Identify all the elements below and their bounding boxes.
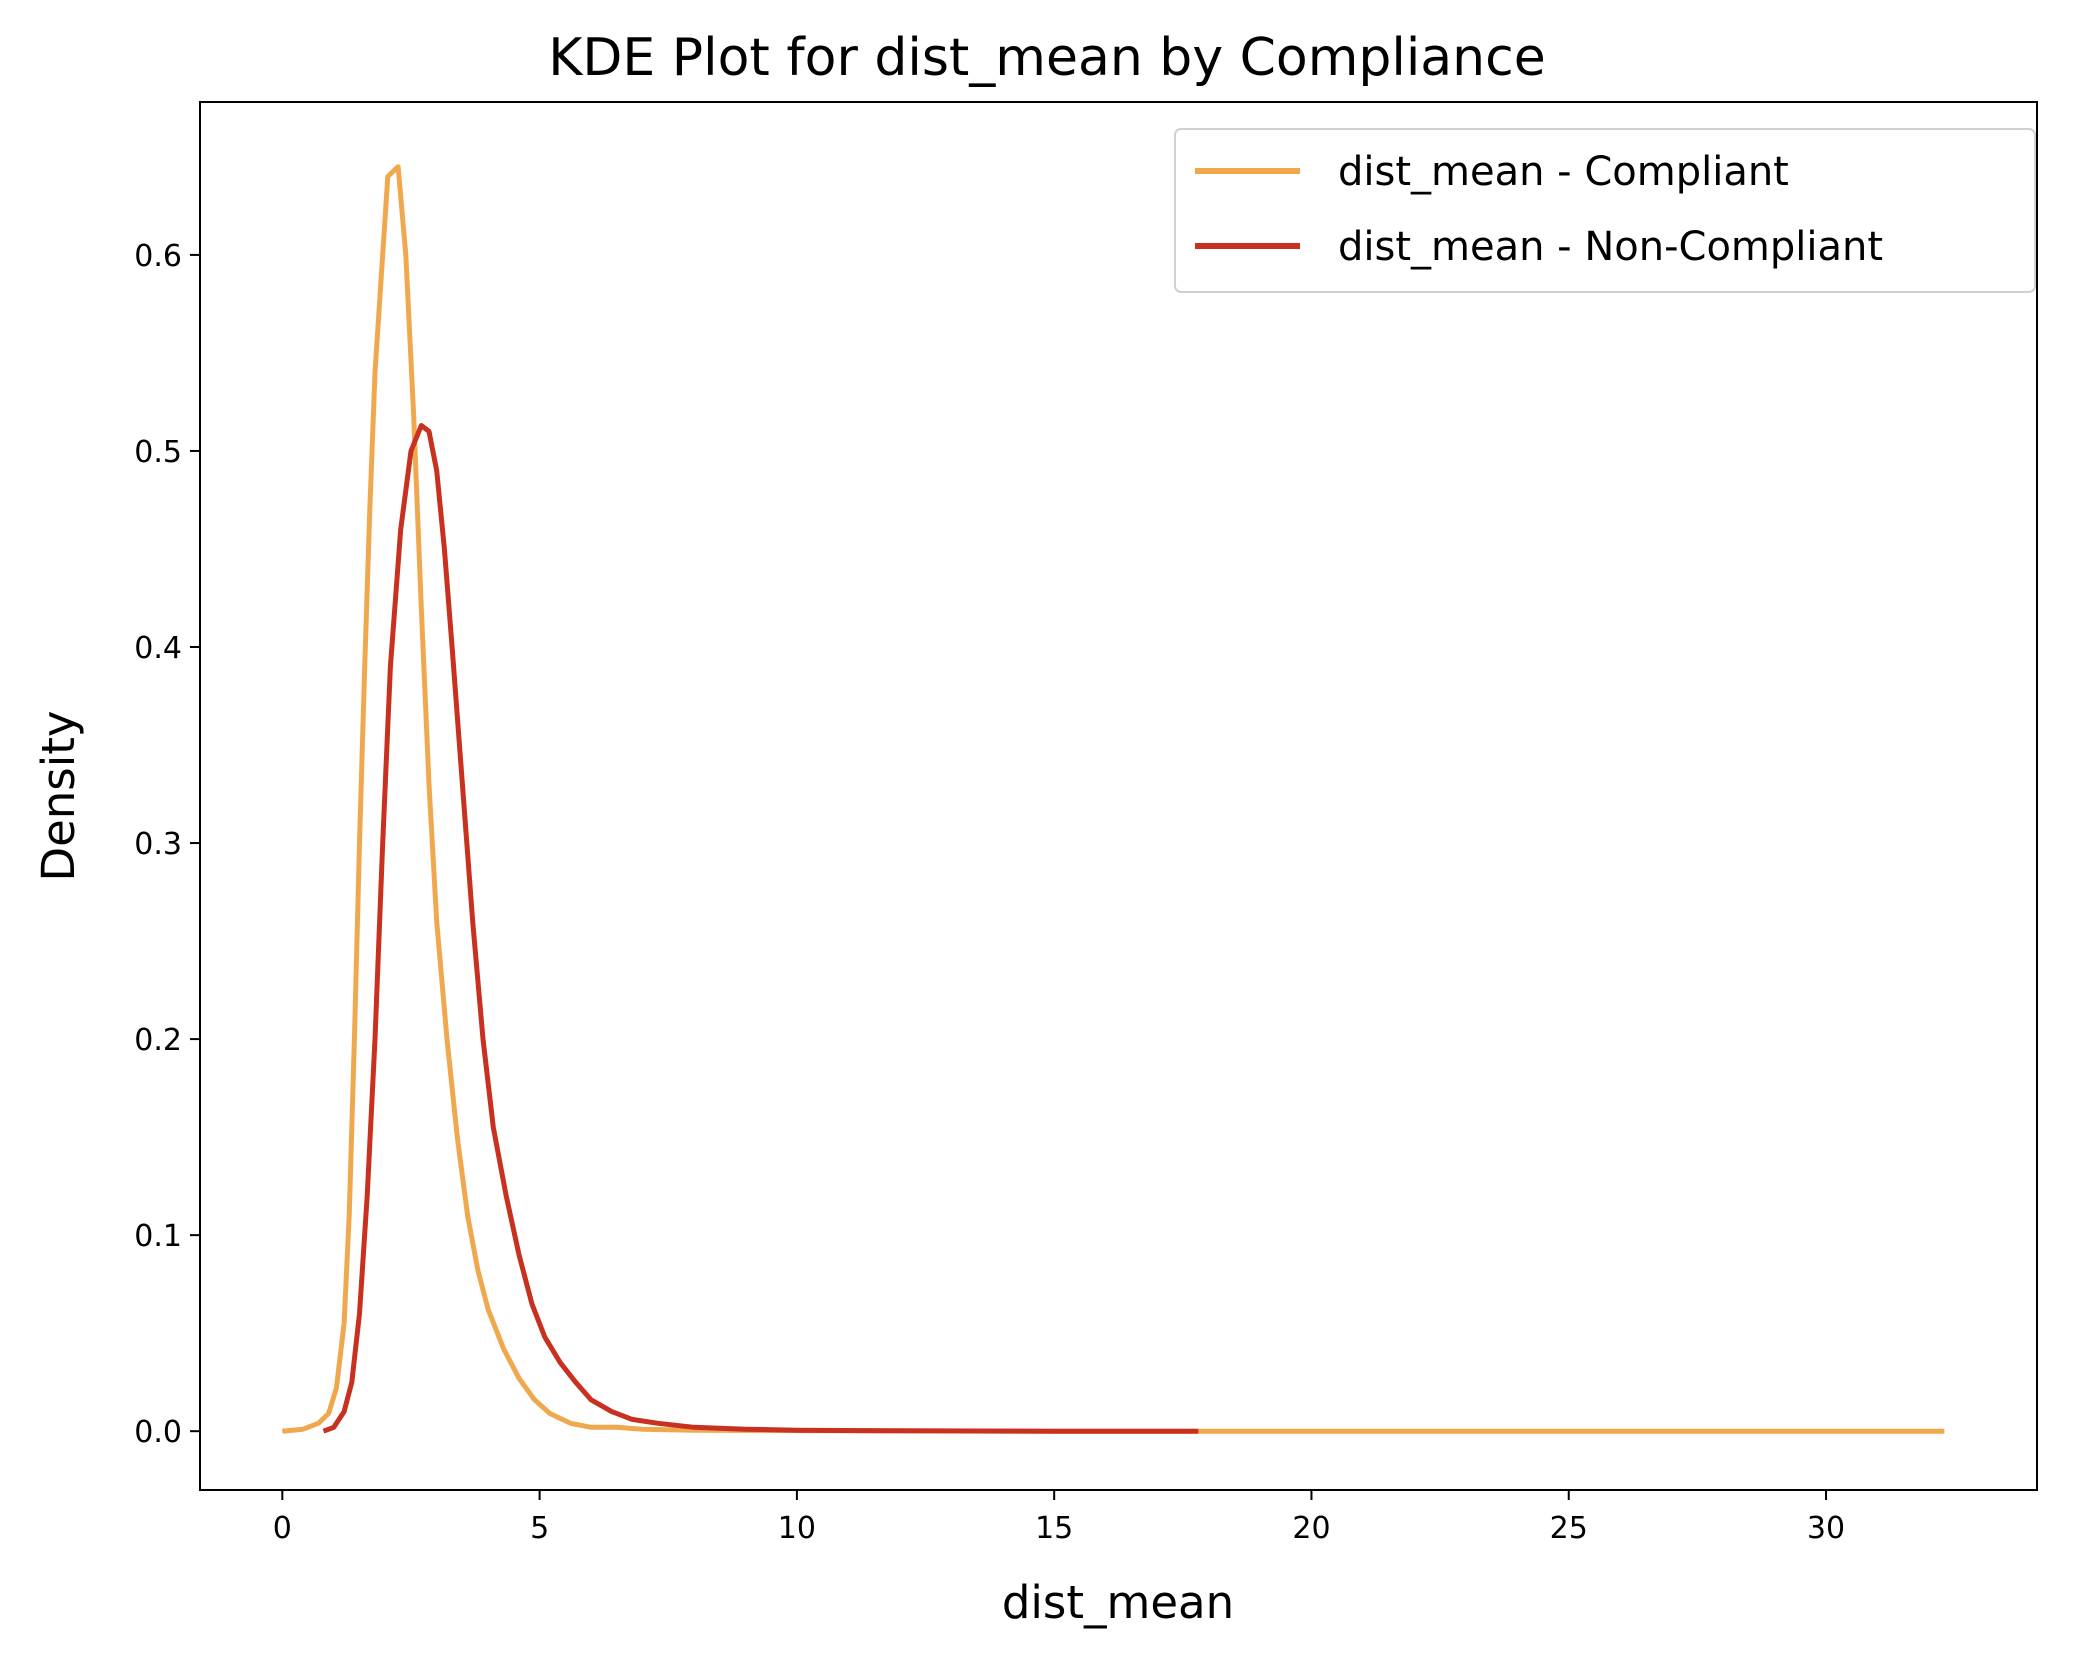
series-lines <box>282 164 1945 1434</box>
legend-box <box>1174 128 2036 293</box>
y-axis-ticks: 0.0 0.1 0.2 0.3 0.4 0.5 0.6 <box>134 239 200 1450</box>
legend-label-compliant: dist_mean - Compliant <box>1338 149 1789 195</box>
y-tick-label: 0.1 <box>134 1219 182 1254</box>
series-line-compliant <box>282 164 1945 1434</box>
legend-label-non-compliant: dist_mean - Non-Compliant <box>1338 224 1883 270</box>
x-tick-label: 5 <box>530 1511 549 1546</box>
x-tick-label: 20 <box>1292 1511 1330 1546</box>
chart-title: KDE Plot for dist_mean by Compliance <box>548 28 1545 88</box>
plot-area <box>199 101 2038 1491</box>
x-tick-label: 15 <box>1035 1511 1073 1546</box>
x-tick-label: 0 <box>273 1511 292 1546</box>
y-tick-label: 0.4 <box>134 631 182 666</box>
legend: dist_mean - Compliant dist_mean - Non-Co… <box>1174 128 2036 293</box>
y-tick-label: 0.2 <box>134 1023 182 1058</box>
y-axis-label: Density <box>32 710 85 881</box>
x-tick-label: 30 <box>1807 1511 1845 1546</box>
y-tick-label: 0.5 <box>134 435 182 470</box>
x-axis-ticks: 0 5 10 15 20 25 30 <box>273 1490 1845 1546</box>
y-tick-label: 0.0 <box>134 1415 182 1450</box>
series-line-non-compliant <box>322 423 1199 1434</box>
x-tick-label: 10 <box>778 1511 816 1546</box>
y-tick-label: 0.6 <box>134 239 182 274</box>
x-tick-label: 25 <box>1550 1511 1588 1546</box>
y-tick-label: 0.3 <box>134 827 182 862</box>
x-axis-label: dist_mean <box>1002 1576 1234 1629</box>
